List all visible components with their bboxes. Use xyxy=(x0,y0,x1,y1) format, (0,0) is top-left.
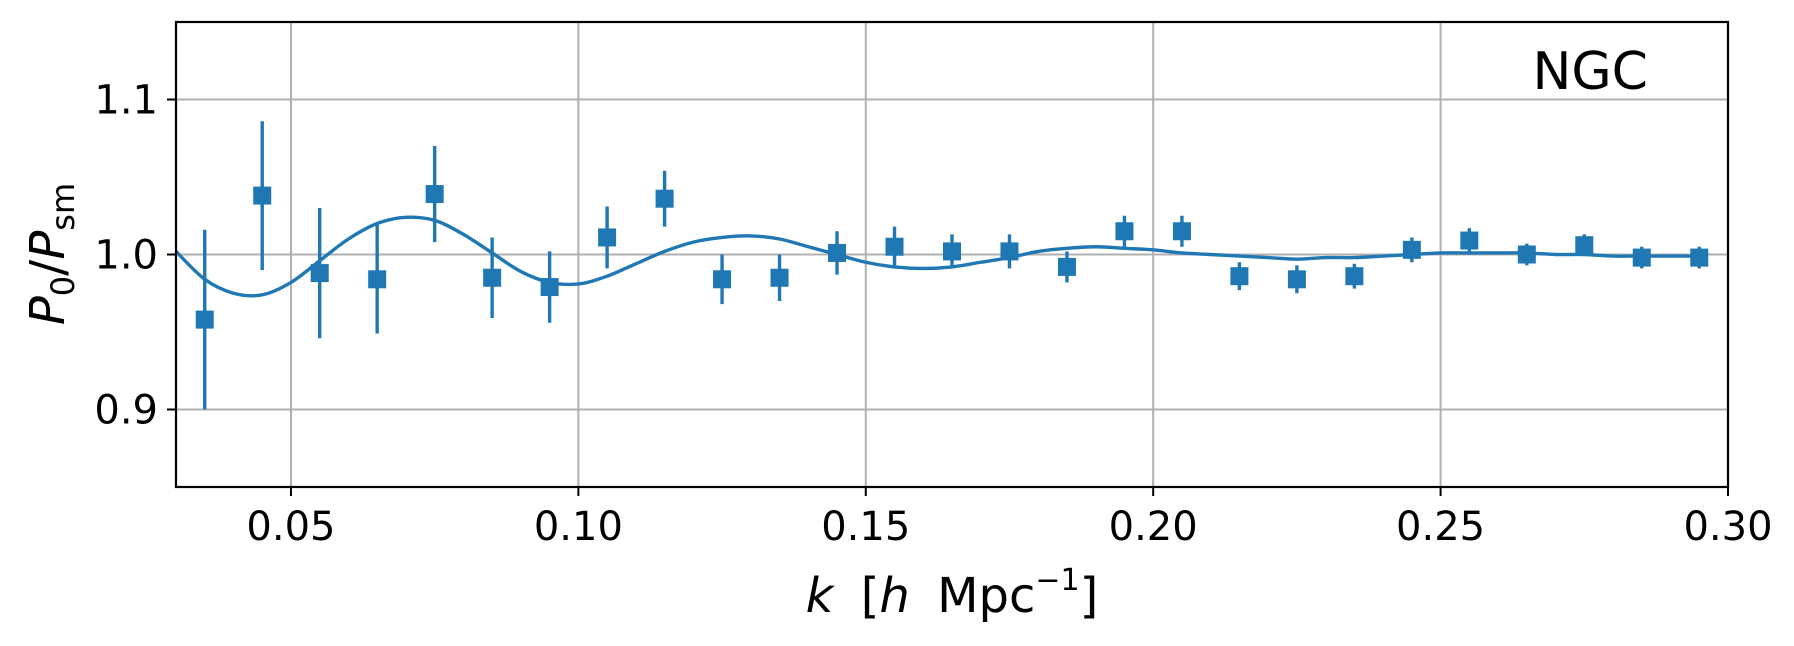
data-point-marker xyxy=(1000,242,1019,261)
y-label-psm: P xyxy=(20,231,76,260)
y-label-sub0: 0 xyxy=(44,276,82,296)
data-point-marker xyxy=(483,268,502,287)
x-label-exponent: −1 xyxy=(1035,563,1079,598)
data-point-marker xyxy=(1690,248,1709,267)
data-point-marker xyxy=(770,268,789,287)
x-label-close: ] xyxy=(1080,568,1099,624)
y-tick-layer: 0.9 1.0 1.1 xyxy=(94,78,176,434)
y-tick-label: 1.1 xyxy=(94,78,158,124)
x-tick-label: 0.25 xyxy=(1396,504,1485,550)
y-label-p0: P xyxy=(20,296,76,325)
model-curve xyxy=(174,215,1700,298)
data-point-marker xyxy=(1345,267,1364,286)
data-point-marker xyxy=(598,228,617,247)
data-point-marker xyxy=(368,270,387,289)
model-curve-layer xyxy=(174,215,1700,298)
data-point-marker xyxy=(1517,245,1536,264)
data-point-marker xyxy=(828,243,847,262)
data-point-marker xyxy=(713,270,732,289)
data-point-marker xyxy=(1287,270,1306,289)
x-label-var: k xyxy=(806,568,836,624)
data-point-marker xyxy=(1632,248,1651,267)
data-point-marker xyxy=(1172,222,1191,241)
y-tick-label: 0.9 xyxy=(94,388,158,434)
data-points-layer xyxy=(195,121,1709,410)
data-point-marker xyxy=(253,186,272,205)
x-label-unit: Mpc xyxy=(937,568,1035,624)
y-tick-label: 1.0 xyxy=(94,233,158,279)
x-tick-label: 0.30 xyxy=(1683,504,1772,550)
x-label-h: h xyxy=(879,568,909,624)
data-point-marker xyxy=(425,185,444,204)
y-label-slash: / xyxy=(20,259,76,276)
x-tick-label: 0.05 xyxy=(246,504,335,550)
x-tick-layer: 0.05 0.10 0.15 0.20 0.25 0.30 xyxy=(246,487,1773,550)
data-point-marker xyxy=(1115,222,1134,241)
x-tick-label: 0.20 xyxy=(1109,504,1198,550)
data-point-marker xyxy=(1402,240,1421,259)
data-point-marker xyxy=(655,189,674,208)
data-point-marker xyxy=(195,310,214,329)
panel-annotation: NGC xyxy=(1532,42,1648,102)
x-axis-label: k [h Mpc−1] xyxy=(806,563,1099,624)
data-point-marker xyxy=(1057,257,1076,276)
data-point-marker xyxy=(943,242,961,261)
x-tick-label: 0.15 xyxy=(821,504,910,550)
data-point-marker xyxy=(885,237,904,256)
x-label-open: [ xyxy=(861,568,880,624)
data-point-marker xyxy=(540,278,559,297)
x-tick-label: 0.10 xyxy=(534,504,623,550)
data-point-marker xyxy=(310,264,329,283)
y-label-subsm: sm xyxy=(44,183,82,231)
data-point-marker xyxy=(1575,236,1594,255)
y-axis-label: P0/Psm xyxy=(20,183,82,325)
data-point-marker xyxy=(1230,267,1249,286)
data-point-marker xyxy=(1460,231,1479,250)
